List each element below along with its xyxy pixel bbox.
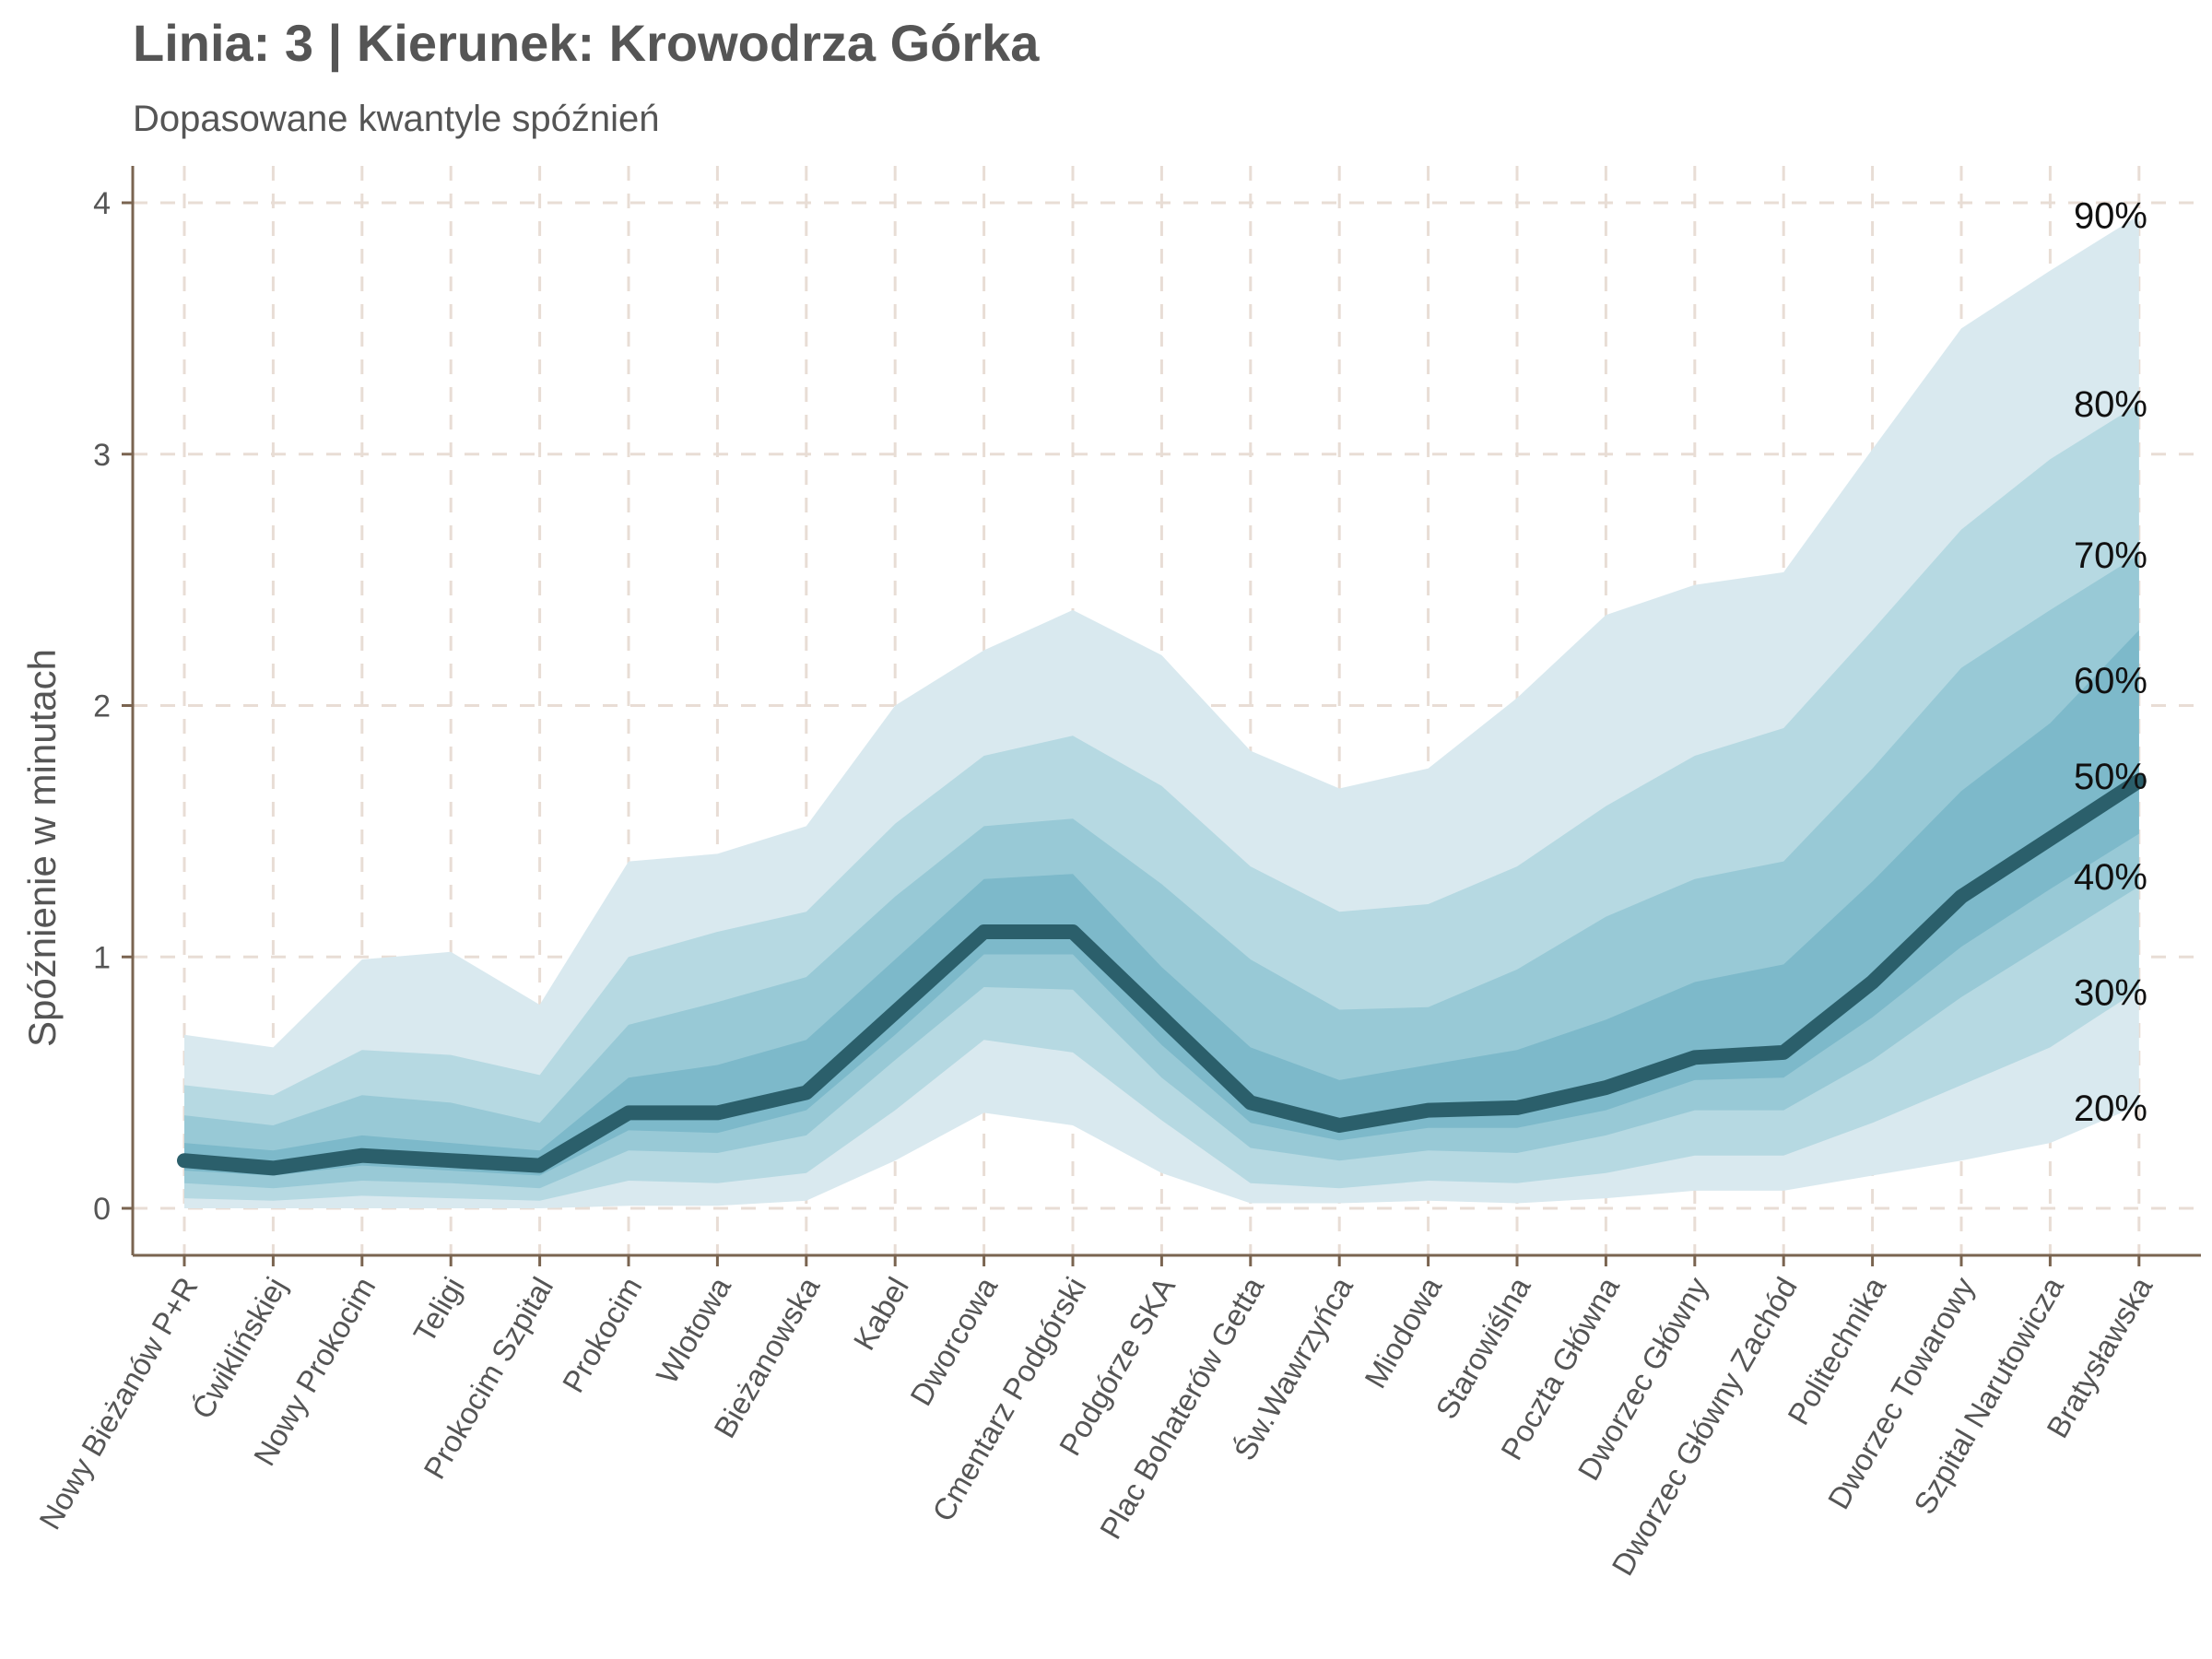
quantile-bands xyxy=(184,215,2139,1209)
x-tick-label: Wlotowa xyxy=(650,1271,738,1390)
y-tick-label: 4 xyxy=(93,186,111,221)
y-tick-label: 1 xyxy=(93,940,111,975)
quantile-label: 30% xyxy=(2074,972,2147,1013)
quantile-label: 50% xyxy=(2074,757,2147,797)
x-tick-label: Cmentarz Podgórski xyxy=(925,1271,1093,1526)
x-tick-label: Plac Bohaterów Getta xyxy=(1093,1271,1271,1545)
quantile-label: 70% xyxy=(2074,535,2147,576)
y-tick-label: 3 xyxy=(93,438,111,473)
x-tick-label: Kabel xyxy=(847,1271,915,1356)
quantile-label: 60% xyxy=(2074,661,2147,701)
quantile-labels: 90% 80% 70% 60% 50% 40% 30% 20% xyxy=(2074,196,2147,1129)
y-tick-label: 0 xyxy=(93,1192,111,1227)
x-tick-label: Nowy Bieżanów P+R xyxy=(32,1271,205,1535)
quantile-label: 20% xyxy=(2074,1088,2147,1129)
y-axis-label: Spóźnienie w minutach xyxy=(20,649,64,1047)
quantile-label: 90% xyxy=(2074,196,2147,237)
chart-subtitle: Dopasowane kwantyle spóźnień xyxy=(133,99,659,139)
x-tick-label: Teligi xyxy=(406,1271,471,1348)
band-40-60 xyxy=(184,629,2139,1176)
x-tick-label: Prokocim xyxy=(556,1271,649,1398)
median-line xyxy=(177,773,2147,1176)
quantile-label: 40% xyxy=(2074,857,2147,898)
x-tick-label: Dworcowa xyxy=(903,1271,1004,1411)
chart-title: Linia: 3 | Kierunek: Krowodrza Górka xyxy=(133,14,1040,73)
quantile-label: 80% xyxy=(2074,384,2147,425)
median-line-layer xyxy=(177,773,2147,1176)
x-tick-label: Miodowa xyxy=(1358,1271,1448,1394)
y-tick-label: 2 xyxy=(93,689,111,724)
axes-layer xyxy=(122,166,2201,1266)
